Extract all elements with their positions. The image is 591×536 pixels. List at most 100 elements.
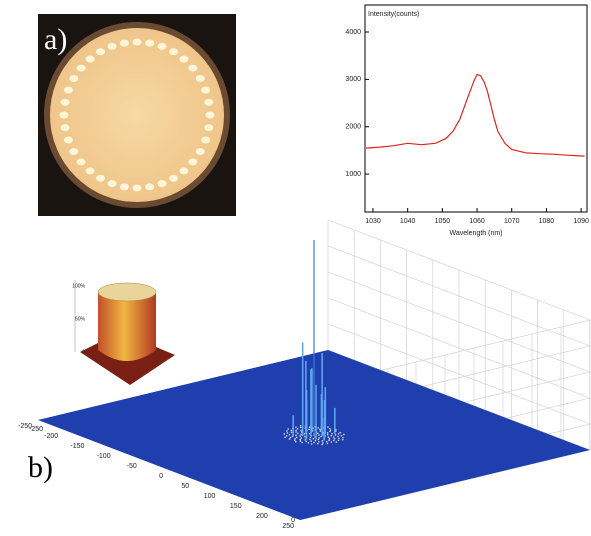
x-tick-label: -100	[97, 453, 111, 460]
speckle	[309, 426, 311, 428]
speckle	[331, 433, 333, 435]
core-dot	[196, 75, 205, 82]
speckle	[328, 439, 330, 441]
speckle	[311, 440, 313, 442]
y-tick-label: 2000	[345, 124, 361, 131]
speckle	[330, 429, 332, 431]
x-tick-label: 50	[181, 483, 189, 490]
speckle	[318, 441, 320, 443]
x-tick-label: 250	[282, 523, 294, 530]
core-dot	[64, 87, 73, 94]
speckle	[342, 437, 344, 439]
core-dot	[201, 87, 210, 94]
speckle	[338, 433, 340, 435]
x-tick-label: 200	[256, 513, 268, 520]
core-dot	[64, 136, 73, 143]
speckle	[291, 430, 293, 432]
speckle	[299, 435, 301, 437]
plot-frame	[365, 5, 587, 212]
speckle	[283, 433, 285, 435]
core-dot	[169, 48, 178, 55]
speckle	[289, 438, 291, 440]
speckle	[341, 435, 343, 437]
speckle	[289, 434, 291, 436]
inset-tick-label: 100%	[72, 283, 85, 289]
figure: a) c) b) 012345-250-200-150-100-50050100…	[0, 0, 591, 531]
speckle	[294, 438, 296, 440]
core-dot	[179, 56, 188, 63]
page: a) c) b) 012345-250-200-150-100-50050100…	[0, 0, 591, 536]
speckle	[315, 440, 317, 442]
core-dot	[206, 112, 215, 119]
speckle	[318, 434, 320, 436]
core-dot	[108, 180, 117, 187]
speckle	[327, 432, 329, 434]
speckle	[295, 431, 297, 433]
speckle	[308, 442, 310, 444]
core-dot	[196, 148, 205, 155]
speckle	[300, 430, 302, 432]
speckle	[335, 434, 337, 436]
speckle	[311, 443, 313, 445]
core-dot	[157, 43, 166, 50]
speckle	[327, 426, 329, 428]
x-tick-label: 1080	[539, 218, 555, 225]
speckle	[297, 433, 299, 435]
speckle	[284, 436, 286, 438]
speckle	[329, 438, 331, 440]
speckle	[291, 431, 293, 433]
speckle	[296, 437, 298, 439]
speckle	[329, 428, 331, 430]
inset-plot: 100%50%0	[72, 280, 175, 385]
x-axis-label: Wavelength (nm)	[449, 230, 502, 237]
core-dot	[86, 56, 95, 63]
speckle	[301, 437, 303, 439]
core-dot	[61, 99, 70, 106]
speckle	[309, 439, 311, 441]
x-tick-label: 1070	[504, 218, 520, 225]
speckle	[338, 438, 340, 440]
speckle	[300, 427, 302, 429]
speckle	[304, 439, 306, 441]
fiber-photo	[38, 14, 236, 216]
core-dot	[69, 75, 78, 82]
core-dot	[133, 185, 142, 192]
speckle	[295, 441, 297, 443]
speckle	[300, 440, 302, 442]
x-tick-label: 1040	[400, 218, 416, 225]
core-dot	[96, 175, 105, 182]
x-tick-label: 150	[230, 503, 242, 510]
speckle	[319, 429, 321, 431]
core-dot	[108, 43, 117, 50]
speckle	[329, 431, 331, 433]
x-tick-label: 0	[159, 473, 163, 480]
core-dot	[77, 158, 86, 165]
y-axis-label: Intensity(counts)	[368, 11, 419, 18]
speckle	[321, 444, 323, 446]
core-dot	[120, 183, 129, 190]
speckle	[309, 433, 311, 435]
speckle	[331, 441, 333, 443]
speckle	[287, 428, 289, 430]
speckle	[343, 434, 345, 436]
speckle	[294, 439, 296, 441]
speckle	[305, 441, 307, 443]
x-tick-label: 1060	[469, 218, 485, 225]
speckle	[300, 425, 302, 427]
speckle	[313, 442, 315, 444]
y-tick-label: 3000	[345, 76, 361, 83]
speckle	[310, 437, 312, 439]
speckle	[335, 441, 337, 443]
speckle	[318, 437, 320, 439]
inset-tick-label: 50%	[75, 316, 86, 322]
speckle	[301, 442, 303, 444]
core-dot	[204, 99, 213, 106]
x-tick-label: 1030	[365, 218, 381, 225]
x-tick-label: 100	[204, 493, 216, 500]
speckle	[287, 432, 289, 434]
speckle	[317, 443, 319, 445]
speckle	[338, 439, 340, 441]
x-tick-label: 1050	[435, 218, 451, 225]
speckle	[300, 434, 302, 436]
core-dot	[86, 167, 95, 174]
